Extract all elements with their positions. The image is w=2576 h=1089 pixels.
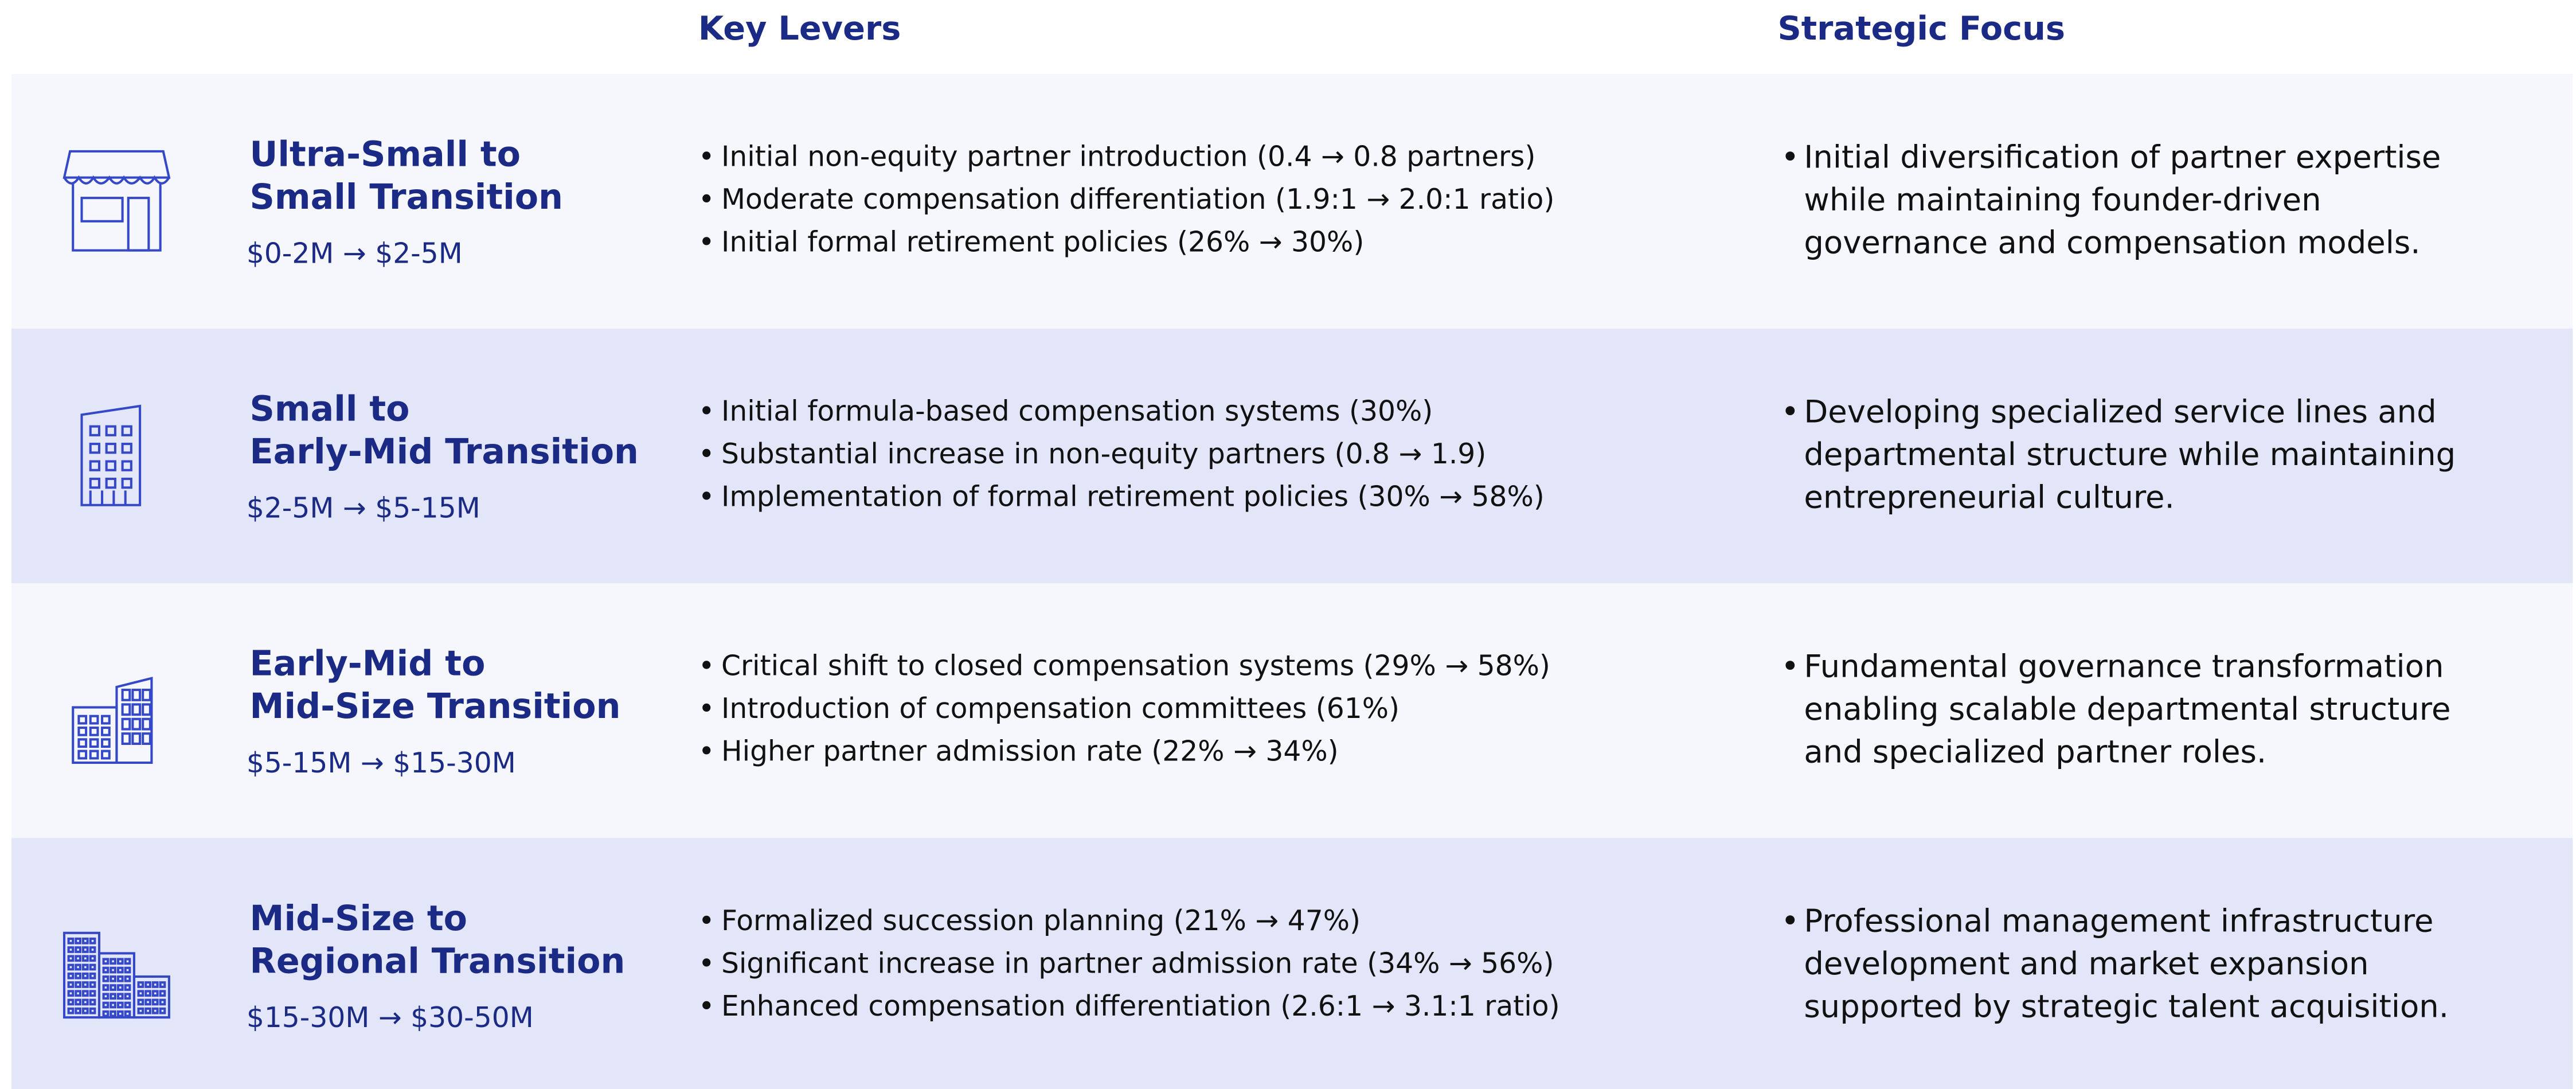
column-header: Strategic Focus [1777, 8, 2066, 48]
title-line: Early-Mid Transition [249, 432, 639, 472]
lever-item: Moderate compensation differentiation (1… [698, 179, 1554, 222]
lever-item: Higher partner admission rate (22% → 34%… [698, 731, 1550, 774]
row-title: Early-Mid to Mid-Size Transition [250, 642, 621, 728]
row-icon [62, 931, 170, 1019]
title-line: Early-Mid to [249, 644, 486, 684]
title-line: Mid-Size to [249, 899, 468, 939]
strategic-focus: Professional management infrastructure d… [1781, 900, 2510, 1029]
lever-item: Significant increase in partner admissio… [698, 943, 1560, 986]
lever-item: Substantial increase in non-equity partn… [698, 434, 1545, 477]
lever-item: Formalized succession planning (21% → 47… [698, 900, 1560, 943]
lever-item: Initial formula-based compensation syste… [698, 391, 1545, 434]
lever-item: Introduction of compensation committees … [698, 689, 1550, 732]
title-line: Mid-Size Transition [249, 686, 621, 727]
revenue-range: $5-15M → $15-30M [246, 747, 516, 781]
revenue-range: $15-30M → $30-50M [246, 1002, 534, 1036]
lever-item: Critical shift to closed compensation sy… [698, 646, 1550, 689]
table-row: Early-Mid to Mid-Size Transition $5-15M → … [11, 583, 2573, 838]
lever-item: Enhanced compensation differentiation (2… [698, 986, 1560, 1029]
lever-list: Initial non-equity partner introduction … [698, 136, 1555, 265]
row-title: Ultra-Small to Small Transition [250, 133, 563, 218]
strategic-focus: Initial diversification of partner exper… [1781, 136, 2510, 265]
title-line: Regional Transition [249, 941, 626, 981]
lever-item: Initial formal retirement policies (26% … [698, 222, 1555, 265]
table-row: Small to Early-Mid Transition $2-5M → $5-1… [11, 329, 2573, 584]
strategic-focus: Developing specialized service lines and… [1781, 391, 2510, 520]
title-line: Ultra-Small to [249, 134, 521, 174]
table-row: Ultra-Small to Small Transition $0-2M → $2… [11, 73, 2573, 329]
lever-list: Critical shift to closed compensation sy… [698, 646, 1550, 774]
strategic-focus: Fundamental governance transformation en… [1781, 646, 2510, 774]
row-title: Small to Early-Mid Transition [250, 388, 639, 473]
row-icon [80, 404, 142, 506]
revenue-range: $2-5M → $5-15M [246, 493, 480, 526]
lever-item: Implementation of formal retirement poli… [698, 477, 1545, 520]
title-line: Small to [249, 389, 410, 429]
row-icon [72, 677, 153, 764]
row-title: Mid-Size to Regional Transition [250, 897, 626, 983]
lever-list: Initial formula-based compensation syste… [698, 391, 1545, 520]
lever-item: Initial non-equity partner introduction … [698, 136, 1555, 179]
table-row: Mid-Size to Regional Transition $15-30M → … [11, 838, 2573, 1089]
revenue-range: $0-2M → $2-5M [246, 238, 463, 271]
row-icon [62, 150, 171, 252]
title-line: Small Transition [249, 177, 564, 217]
lever-list: Formalized succession planning (21% → 47… [698, 900, 1560, 1029]
column-header: Key Levers [698, 8, 901, 48]
